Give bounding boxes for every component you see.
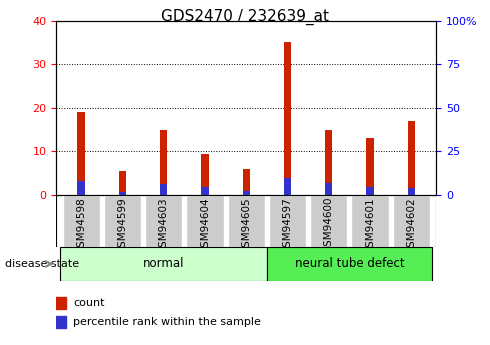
Bar [351,195,389,247]
Bar [284,178,291,195]
Text: GSM94602: GSM94602 [406,197,416,254]
Text: GSM94601: GSM94601 [365,197,375,254]
Bar [56,297,66,309]
Bar [325,130,333,195]
Text: count: count [74,298,105,308]
Bar [243,169,250,195]
Text: GSM94598: GSM94598 [76,197,86,254]
Bar [408,188,415,195]
Bar [367,187,374,195]
Text: GSM94603: GSM94603 [159,197,169,254]
Text: GSM94599: GSM94599 [118,197,127,254]
Text: normal: normal [143,257,184,270]
Text: neural tube defect: neural tube defect [294,257,404,270]
Text: GSM94604: GSM94604 [200,197,210,254]
Text: GSM94597: GSM94597 [283,197,293,254]
Text: GDS2470 / 232639_at: GDS2470 / 232639_at [161,9,329,25]
Text: percentile rank within the sample: percentile rank within the sample [74,317,261,327]
Bar [243,190,250,195]
Bar [201,187,209,195]
Bar [267,247,432,281]
Bar [104,195,141,247]
Bar [228,195,265,247]
Bar [310,195,347,247]
Bar [186,195,223,247]
Bar [408,121,415,195]
Bar [367,138,374,195]
Bar [160,130,168,195]
Bar [77,181,85,195]
Bar [63,195,99,247]
Bar [393,195,430,247]
Bar [119,192,126,195]
Bar [284,42,291,195]
Bar [160,184,168,195]
Text: disease state: disease state [5,259,79,269]
Bar [325,183,333,195]
Bar [269,195,306,247]
Bar [60,247,267,281]
Bar [201,154,209,195]
Bar [145,195,182,247]
Text: GSM94600: GSM94600 [324,197,334,254]
Text: GSM94605: GSM94605 [241,197,251,254]
Bar [119,171,126,195]
Bar [77,112,85,195]
Bar [56,316,66,328]
